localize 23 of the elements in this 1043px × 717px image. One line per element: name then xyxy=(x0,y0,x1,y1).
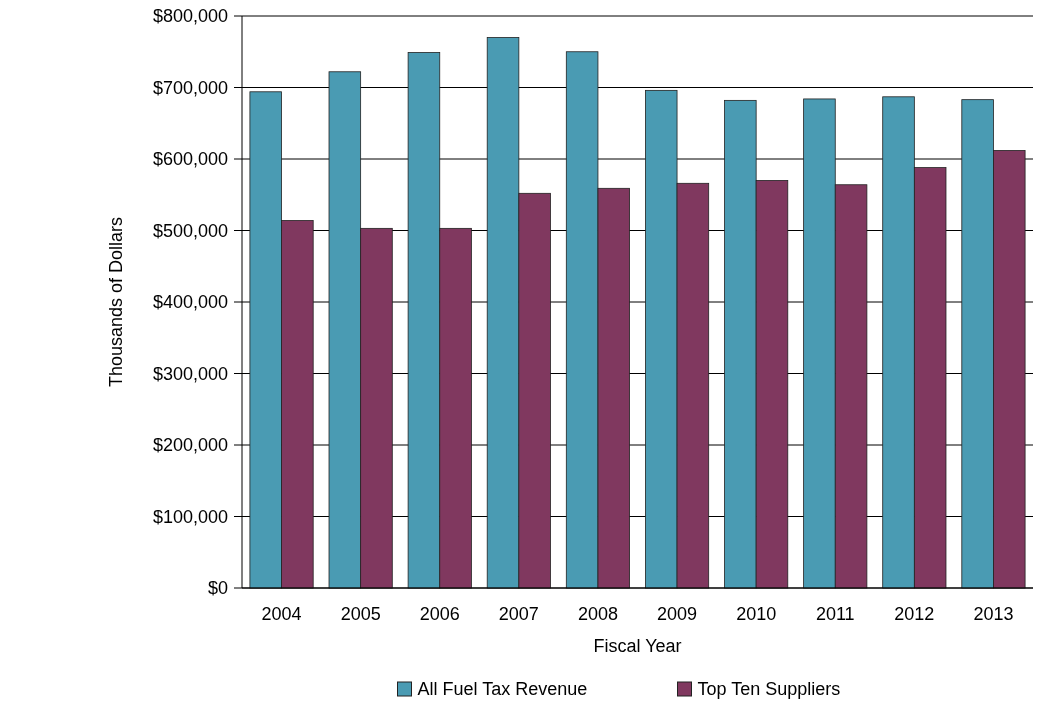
x-tick-label: 2004 xyxy=(261,604,302,624)
legend-label: All Fuel Tax Revenue xyxy=(417,679,588,700)
x-tick-label: 2011 xyxy=(815,604,855,624)
y-tick-label: $800,000 xyxy=(152,6,228,27)
y-tick-label: $300,000 xyxy=(152,363,228,384)
y-tick-label: $0 xyxy=(207,578,228,599)
legend-label: Top Ten Suppliers xyxy=(697,679,841,700)
x-tick-label: 2005 xyxy=(340,604,381,624)
y-tick-label: $400,000 xyxy=(152,292,228,313)
y-tick-label: $500,000 xyxy=(152,220,228,241)
y-tick-label: $200,000 xyxy=(152,435,228,456)
y-axis-title: Thousands of Dollars xyxy=(106,216,126,388)
x-tick-label: 2009 xyxy=(657,604,698,624)
x-tick-label: 2008 xyxy=(577,604,618,624)
x-tick-label: 2010 xyxy=(736,604,777,624)
y-tick-label: $100,000 xyxy=(152,506,228,527)
x-axis-title: Fiscal Year xyxy=(593,636,682,656)
x-tick-label: 2013 xyxy=(973,604,1014,624)
x-tick-label: 2006 xyxy=(419,604,460,624)
y-tick-label: $700,000 xyxy=(152,77,228,98)
x-tick-label: 2007 xyxy=(498,604,539,624)
y-tick-label: $600,000 xyxy=(152,149,228,170)
x-tick-label: 2012 xyxy=(894,604,935,624)
